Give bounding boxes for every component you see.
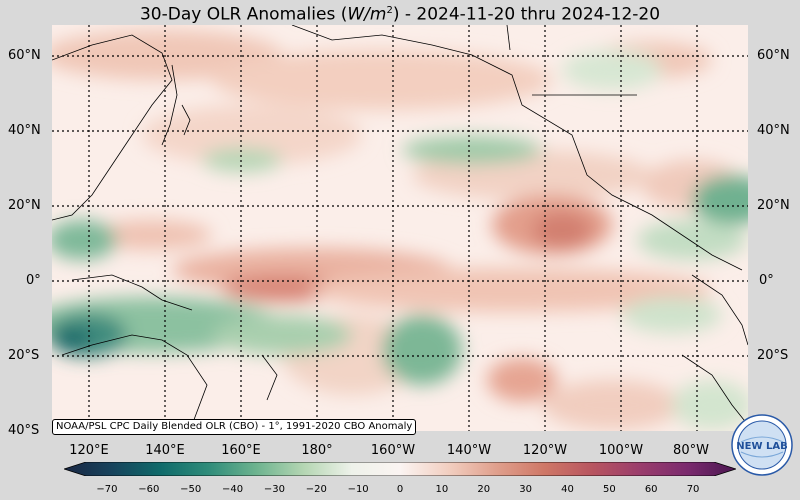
colorbar-tick-label: 40: [561, 484, 574, 495]
lat-label: 20°N: [757, 198, 790, 213]
data-source-credit: NOAA/PSL CPC Daily Blended OLR (CBO) - 1…: [52, 419, 417, 435]
colorbar-tick-label: −40: [221, 484, 244, 495]
lat-label: 60°N: [757, 48, 790, 63]
lat-label: 20°S: [757, 348, 789, 363]
colorbar-tick-label: −10: [347, 484, 369, 495]
lon-label: 100°W: [598, 443, 644, 458]
coastlines: [52, 25, 748, 431]
lon-label: 120°W: [522, 443, 568, 458]
lon-label: 120°E: [69, 443, 109, 458]
lon-label: 160°E: [221, 443, 261, 458]
anomaly-field: [52, 30, 748, 430]
lat-label: 0°: [759, 273, 774, 288]
colorbar: [64, 462, 736, 476]
lat-label: 40°N: [757, 123, 790, 138]
map-title: 30-Day OLR Anomalies (W/m2) - 2024-11-20…: [139, 4, 661, 25]
colorbar-tick-label: −30: [263, 484, 285, 495]
colorbar-tick-label: 70: [686, 484, 700, 495]
lat-label: 20°S: [8, 348, 40, 363]
lat-label: 40°S: [8, 423, 40, 438]
colorbar-tick-label: −50: [180, 484, 202, 495]
colorbar-tick-label: 50: [602, 484, 616, 495]
colorbar-tick-label: 10: [435, 484, 449, 495]
logo-text: NEW LAB: [736, 441, 787, 452]
colorbar-tick-label: −70: [96, 484, 118, 495]
lon-label: 140°E: [145, 443, 185, 458]
lon-label: 180°: [301, 443, 333, 458]
colorbar-tick-label: 60: [644, 484, 658, 495]
colorbar-tick-label: −60: [138, 484, 160, 495]
lat-label: 40°N: [8, 123, 41, 138]
lon-label: 140°W: [446, 443, 492, 458]
olr-anomaly-map: [52, 25, 748, 431]
graticule: [52, 25, 748, 431]
lat-label: 20°N: [8, 198, 41, 213]
colorbar-tick-label: 30: [519, 484, 532, 495]
lon-label: 80°W: [673, 443, 709, 458]
colorbar-tick-label: 20: [477, 484, 491, 495]
lon-label: 160°W: [370, 443, 416, 458]
colorbar-tick-label: 0: [396, 484, 404, 495]
lat-label: 0°: [26, 273, 41, 288]
lab-logo: NEW LAB: [731, 414, 793, 476]
lat-label: 60°N: [8, 48, 41, 63]
colorbar-tick-label: −20: [305, 484, 327, 495]
